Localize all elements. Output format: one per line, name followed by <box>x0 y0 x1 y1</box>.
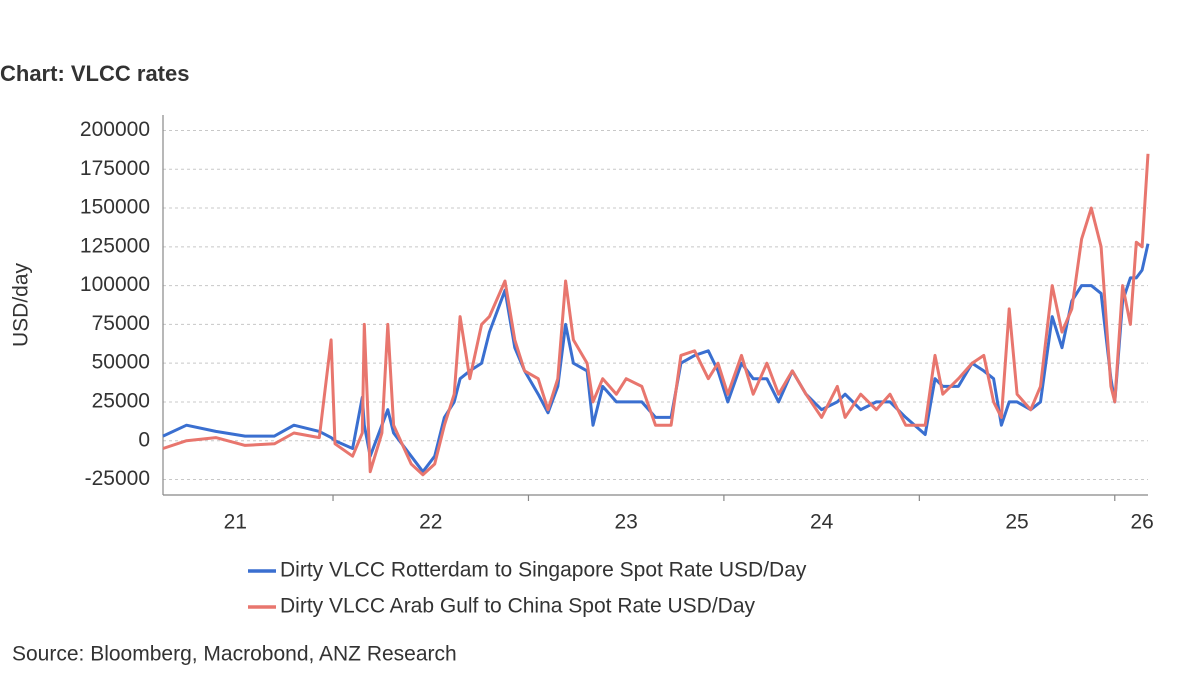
legend-label: Dirty VLCC Rotterdam to Singapore Spot R… <box>280 559 807 582</box>
y-tick-label: 0 <box>138 428 150 451</box>
series-line <box>162 153 1150 477</box>
y-tick-label: 50000 <box>92 351 150 374</box>
y-axis-label: USD/day <box>10 262 33 347</box>
source-note: Source: Bloomberg, Macrobond, ANZ Resear… <box>12 643 457 666</box>
y-tick-label: 25000 <box>92 389 150 412</box>
x-tick-label: 21 <box>224 511 247 534</box>
x-tick-label: 26 <box>1130 511 1153 534</box>
legend-label: Dirty VLCC Arab Gulf to China Spot Rate … <box>280 595 756 618</box>
y-tick-label: 150000 <box>80 196 150 219</box>
x-tick-label: 22 <box>419 511 442 534</box>
y-tick-label: 125000 <box>80 234 150 257</box>
y-tick-label: -25000 <box>85 467 150 490</box>
x-tick-label: 24 <box>810 511 834 534</box>
x-tick-label: 25 <box>1005 511 1028 534</box>
y-tick-label: 175000 <box>80 157 150 180</box>
y-tick-label: 200000 <box>80 118 150 141</box>
y-tick-label: 75000 <box>92 312 150 335</box>
x-tick-label: 23 <box>615 511 638 534</box>
chart-title: Chart: VLCC rates <box>0 61 189 86</box>
y-tick-label: 100000 <box>80 273 150 296</box>
